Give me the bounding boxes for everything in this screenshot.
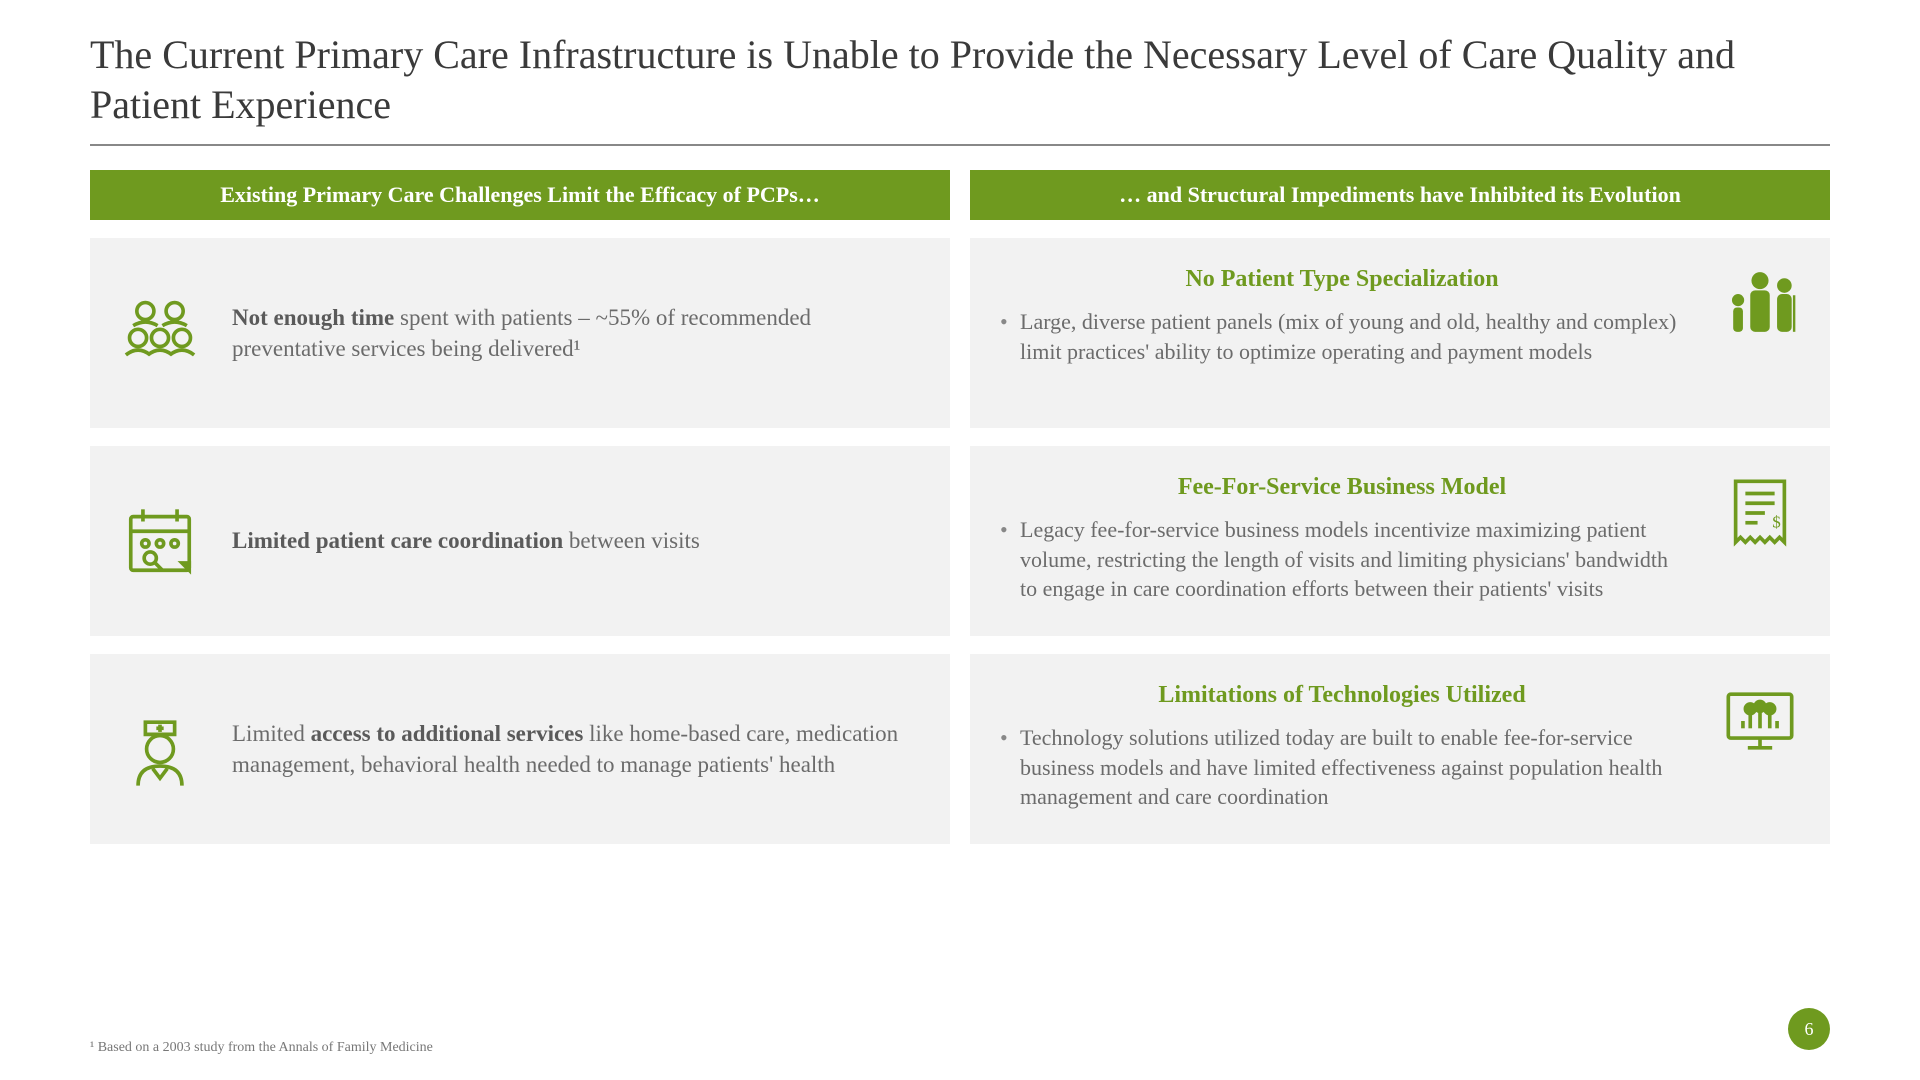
right-card-1: No Patient Type Specialization Large, di… bbox=[970, 238, 1830, 428]
svg-text:$: $ bbox=[1772, 513, 1781, 532]
right-card-2: Fee-For-Service Business Model Legacy fe… bbox=[970, 446, 1830, 636]
footnote: ¹ Based on a 2003 study from the Annals … bbox=[90, 1040, 433, 1056]
right-card-2-bullet: Legacy fee-for-service business models i… bbox=[996, 515, 1688, 604]
receipt-icon: $ bbox=[1716, 474, 1804, 552]
left-card-1-text: Not enough time spent with patients – ~5… bbox=[232, 302, 924, 364]
left-card-2-rest: between visits bbox=[563, 528, 700, 553]
right-card-1-bullet: Large, diverse patient panels (mix of yo… bbox=[996, 307, 1688, 366]
left-card-2-bold: Limited patient care coordination bbox=[232, 528, 563, 553]
left-card-3-bold: access to additional services bbox=[311, 721, 584, 746]
left-card-1-bold: Not enough time bbox=[232, 305, 394, 330]
tech-monitor-icon bbox=[1716, 682, 1804, 760]
left-card-2-text: Limited patient care coordination betwee… bbox=[232, 525, 924, 556]
left-card-3-text: Limited access to additional services li… bbox=[232, 718, 924, 780]
left-card-3: Limited access to additional services li… bbox=[90, 654, 950, 844]
left-card-2: Limited patient care coordination betwee… bbox=[90, 446, 950, 636]
page-title: The Current Primary Care Infrastructure … bbox=[90, 30, 1830, 146]
left-card-3-prefix: Limited bbox=[232, 721, 311, 746]
people-group-icon bbox=[116, 294, 204, 372]
family-icon bbox=[1716, 266, 1804, 344]
calendar-icon bbox=[116, 502, 204, 580]
page-number-badge: 6 bbox=[1788, 1008, 1830, 1050]
right-card-2-subtitle: Fee-For-Service Business Model bbox=[996, 474, 1688, 501]
right-column-header: … and Structural Impediments have Inhibi… bbox=[970, 170, 1830, 220]
two-column-layout: Existing Primary Care Challenges Limit t… bbox=[90, 170, 1830, 862]
page-number: 6 bbox=[1805, 1019, 1814, 1040]
left-column-header: Existing Primary Care Challenges Limit t… bbox=[90, 170, 950, 220]
right-card-3: Limitations of Technologies Utilized Tec… bbox=[970, 654, 1830, 844]
right-column: … and Structural Impediments have Inhibi… bbox=[970, 170, 1830, 862]
left-column: Existing Primary Care Challenges Limit t… bbox=[90, 170, 950, 862]
right-card-1-subtitle: No Patient Type Specialization bbox=[996, 266, 1688, 293]
right-card-3-subtitle: Limitations of Technologies Utilized bbox=[996, 682, 1688, 709]
nurse-icon bbox=[116, 710, 204, 788]
right-card-3-bullet: Technology solutions utilized today are … bbox=[996, 723, 1688, 812]
left-card-1: Not enough time spent with patients – ~5… bbox=[90, 238, 950, 428]
